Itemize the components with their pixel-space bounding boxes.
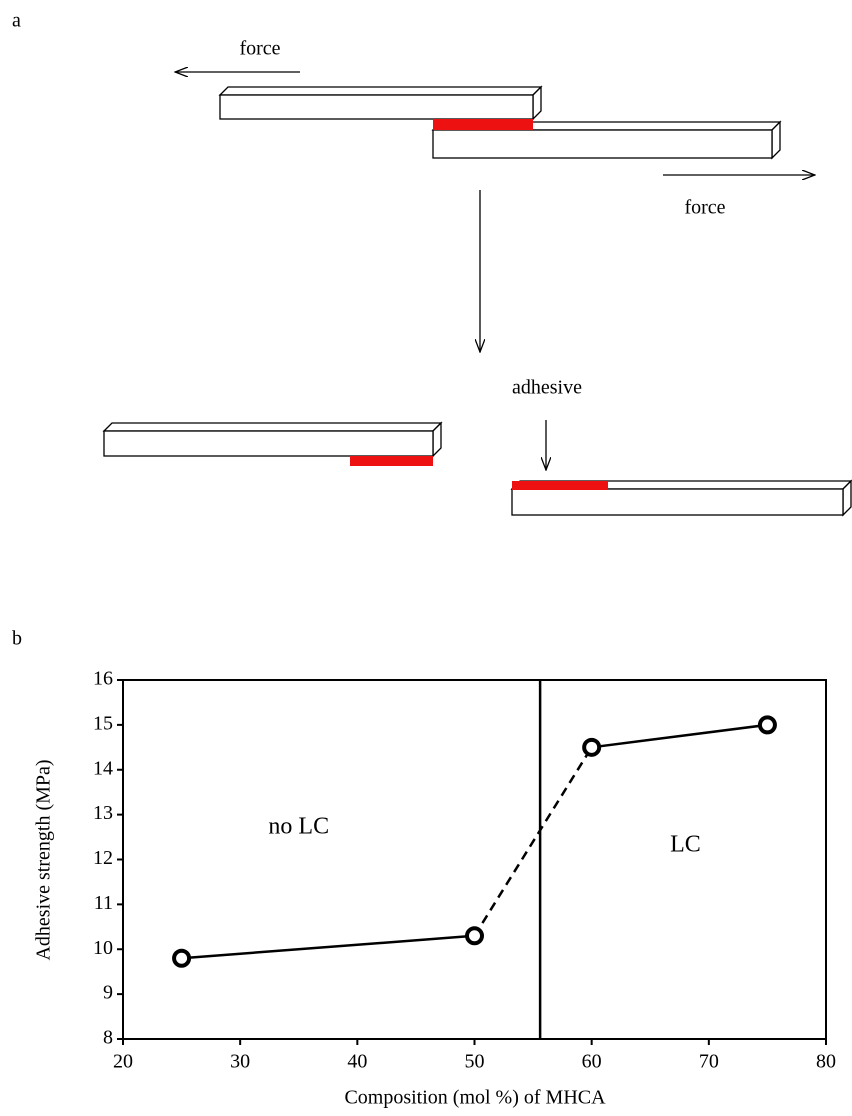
panel-label: b bbox=[12, 628, 22, 650]
x-tick-label: 30 bbox=[230, 1051, 250, 1073]
y-tick-label: 12 bbox=[93, 847, 113, 869]
annotation: no LC bbox=[268, 814, 329, 840]
x-tick-label: 70 bbox=[699, 1051, 719, 1073]
annotation: LC bbox=[670, 832, 701, 858]
data-point bbox=[757, 715, 777, 735]
adhesive-layer bbox=[512, 481, 608, 490]
x-tick-label: 40 bbox=[347, 1051, 367, 1073]
bar bbox=[511, 488, 844, 516]
line-segment bbox=[473, 746, 593, 937]
x-tick-label: 80 bbox=[816, 1051, 836, 1073]
y-tick-label: 15 bbox=[93, 712, 113, 734]
data-point bbox=[582, 737, 602, 757]
bar-top bbox=[102, 422, 443, 432]
y-tick-label: 13 bbox=[93, 802, 113, 824]
force-label: force bbox=[239, 38, 280, 60]
y-axis-label: Adhesive strength (MPa) bbox=[33, 759, 55, 960]
adhesive-layer bbox=[433, 119, 533, 130]
bar bbox=[219, 94, 534, 120]
x-axis-label: Composition (mol %) of MHCA bbox=[344, 1087, 606, 1109]
y-tick-label: 16 bbox=[93, 668, 113, 690]
y-tick-label: 10 bbox=[93, 937, 113, 959]
y-tick-label: 11 bbox=[94, 892, 113, 914]
line-segment bbox=[181, 934, 475, 960]
y-tick-label: 9 bbox=[103, 982, 113, 1004]
data-point bbox=[465, 926, 484, 946]
adhesive-layer bbox=[350, 456, 433, 466]
data-point bbox=[172, 948, 192, 968]
diagram: a force force adhesive bbox=[12, 10, 852, 517]
bar bbox=[103, 430, 434, 457]
bar bbox=[432, 129, 773, 159]
bar-top bbox=[218, 86, 543, 96]
x-tick-label: 20 bbox=[113, 1051, 133, 1073]
chart: b Composition (mol %) of MHCA Adhesive s… bbox=[12, 628, 836, 1109]
plot-frame bbox=[122, 679, 827, 1040]
adhesive-label: adhesive bbox=[512, 377, 582, 399]
y-tick-label: 14 bbox=[93, 757, 113, 779]
force-label: force bbox=[684, 197, 725, 219]
line-segment bbox=[591, 723, 768, 749]
x-tick-label: 60 bbox=[582, 1051, 602, 1073]
y-tick-label: 8 bbox=[103, 1027, 113, 1049]
x-tick-label: 50 bbox=[465, 1051, 485, 1073]
panel-label: a bbox=[12, 10, 21, 32]
